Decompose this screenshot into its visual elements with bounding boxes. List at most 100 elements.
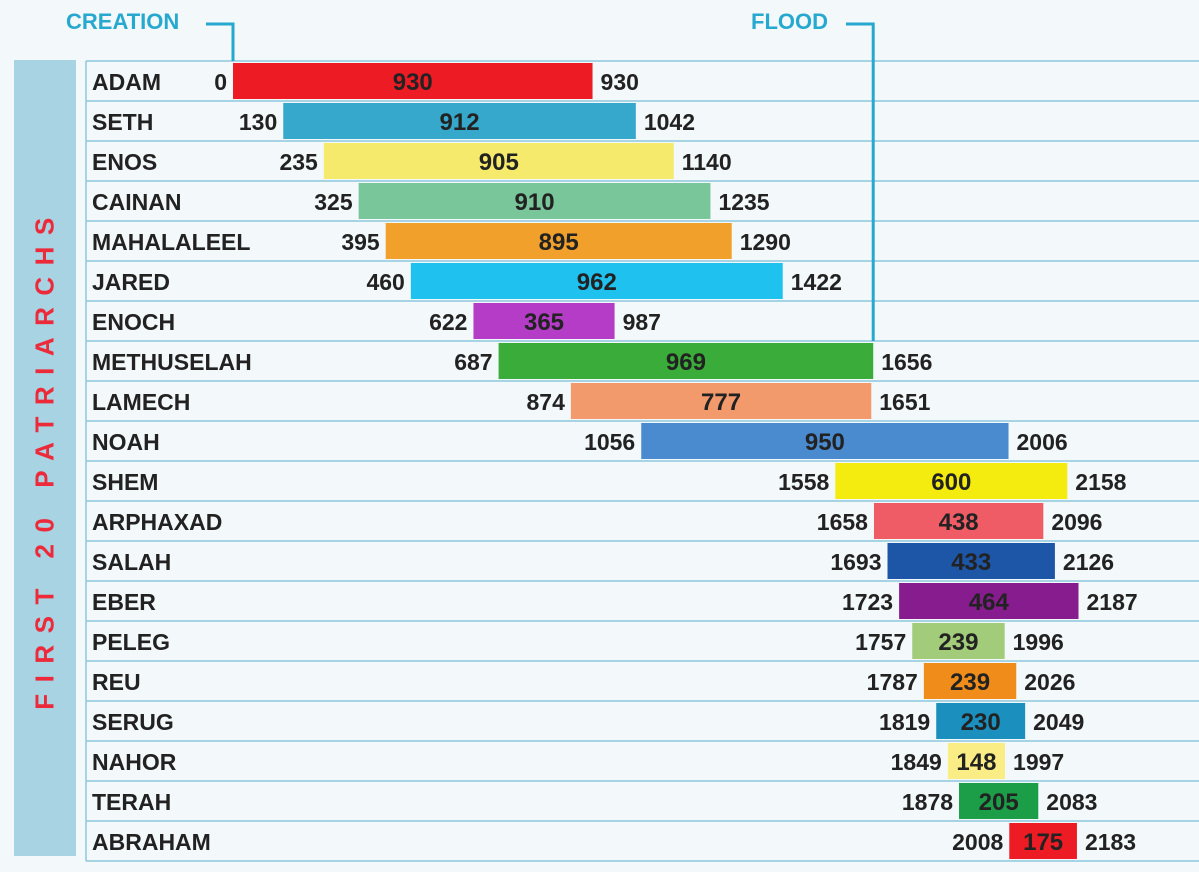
marker-line — [206, 22, 235, 61]
lifespan-bar — [959, 783, 1039, 819]
death-year-label: 2049 — [1033, 709, 1084, 735]
patriarch-name: SERUG — [92, 709, 174, 735]
birth-year-label: 395 — [341, 229, 380, 255]
patriarch-name: ENOCH — [92, 309, 175, 335]
birth-year-label: 1787 — [867, 669, 918, 695]
flood-marker-label: FLOOD — [751, 9, 828, 34]
death-year-label: 1651 — [879, 389, 930, 415]
birth-year-label: 1723 — [842, 589, 893, 615]
patriarch-name: ARPHAXAD — [92, 509, 222, 535]
patriarch-name: NAHOR — [92, 749, 177, 775]
lifespan-label: 433 — [951, 549, 991, 576]
lifespan-label: 600 — [931, 469, 971, 496]
lifespan-label: 365 — [524, 309, 564, 336]
patriarch-name: TERAH — [92, 789, 171, 815]
lifespan-bar — [570, 383, 872, 419]
lifespan-label: 895 — [539, 229, 579, 256]
patriarch-name: NOAH — [92, 429, 160, 455]
lifespan-label: 950 — [805, 429, 845, 456]
lifespan-label: 912 — [440, 109, 480, 136]
patriarch-name: ADAM — [92, 69, 161, 95]
patriarch-name: ENOS — [92, 149, 157, 175]
death-year-label: 1422 — [791, 269, 842, 295]
lifespan-label: 175 — [1023, 829, 1063, 856]
birth-year-label: 235 — [279, 149, 318, 175]
death-year-label: 1656 — [881, 349, 932, 375]
birth-year-label: 0 — [214, 69, 227, 95]
death-year-label: 1997 — [1013, 749, 1064, 775]
death-year-label: 1140 — [682, 149, 732, 175]
birth-year-label: 1658 — [817, 509, 868, 535]
patriarch-name: CAINAN — [92, 189, 181, 215]
birth-year-label: 1819 — [879, 709, 930, 735]
lifespan-label: 905 — [479, 149, 519, 176]
death-year-label: 987 — [623, 309, 661, 335]
lifespan-bar — [912, 623, 1005, 659]
birth-year-label: 874 — [527, 389, 566, 415]
birth-year-label: 130 — [239, 109, 277, 135]
lifespan-bar — [1009, 823, 1077, 859]
patriarch-name: EBER — [92, 589, 156, 615]
lifespan-bar — [936, 703, 1026, 739]
lifespan-label: 239 — [938, 629, 978, 656]
lifespan-label: 438 — [939, 509, 979, 536]
patriarch-name: SHEM — [92, 469, 158, 495]
birth-year-label: 325 — [314, 189, 353, 215]
creation-marker-label: CREATION — [66, 9, 180, 34]
lifespan-bar — [947, 743, 1006, 779]
lifespan-bar — [233, 63, 593, 99]
patriarch-name: PELEG — [92, 629, 170, 655]
lifespan-bar — [385, 223, 732, 259]
patriarch-name: LAMECH — [92, 389, 190, 415]
marker-line — [846, 22, 875, 341]
birth-year-label: 1056 — [584, 429, 635, 455]
birth-year-label: 460 — [366, 269, 404, 295]
lifespan-label: 230 — [961, 709, 1001, 736]
death-year-label: 2183 — [1085, 829, 1136, 855]
birth-year-label: 1757 — [855, 629, 906, 655]
birth-year-label: 1693 — [830, 549, 881, 575]
lifespan-label: 777 — [701, 389, 741, 416]
lifespan-label: 969 — [666, 349, 706, 376]
lifespan-label: 148 — [956, 749, 996, 776]
patriarch-name: SALAH — [92, 549, 171, 575]
lifespan-label: 464 — [969, 589, 1010, 616]
lifespan-bar — [410, 263, 783, 299]
death-year-label: 2187 — [1086, 589, 1137, 615]
lifespan-label: 930 — [393, 69, 433, 96]
death-year-label: 2158 — [1075, 469, 1126, 495]
lifespan-bar — [473, 303, 615, 339]
lifespan-bar — [323, 143, 674, 179]
lifespan-bar — [887, 543, 1055, 579]
death-year-label: 1235 — [718, 189, 769, 215]
lifespan-bar — [498, 343, 874, 379]
lifespan-label: 239 — [950, 669, 990, 696]
birth-year-label: 2008 — [952, 829, 1003, 855]
patriarch-name: JARED — [92, 269, 170, 295]
birth-year-label: 622 — [429, 309, 467, 335]
death-year-label: 930 — [601, 69, 639, 95]
death-year-label: 1996 — [1013, 629, 1064, 655]
lifespan-bar — [923, 663, 1017, 699]
patriarch-name: ABRAHAM — [92, 829, 211, 855]
death-year-label: 2026 — [1024, 669, 1075, 695]
birth-year-label: 687 — [454, 349, 492, 375]
lifespan-bar — [835, 463, 1068, 499]
sidebar-band — [14, 60, 76, 856]
patriarch-name: SETH — [92, 109, 153, 135]
death-year-label: 2096 — [1051, 509, 1102, 535]
patriarch-name: REU — [92, 669, 141, 695]
death-year-label: 1290 — [740, 229, 791, 255]
birth-year-label: 1878 — [902, 789, 953, 815]
birth-year-label: 1558 — [778, 469, 829, 495]
lifespan-label: 962 — [577, 269, 617, 296]
birth-year-label: 1849 — [891, 749, 942, 775]
lifespan-bar — [899, 583, 1079, 619]
death-year-label: 2083 — [1046, 789, 1097, 815]
lifespan-bar — [358, 183, 711, 219]
lifespan-label: 205 — [979, 789, 1019, 816]
lifespan-bar — [283, 103, 636, 139]
patriarch-name: METHUSELAH — [92, 349, 252, 375]
